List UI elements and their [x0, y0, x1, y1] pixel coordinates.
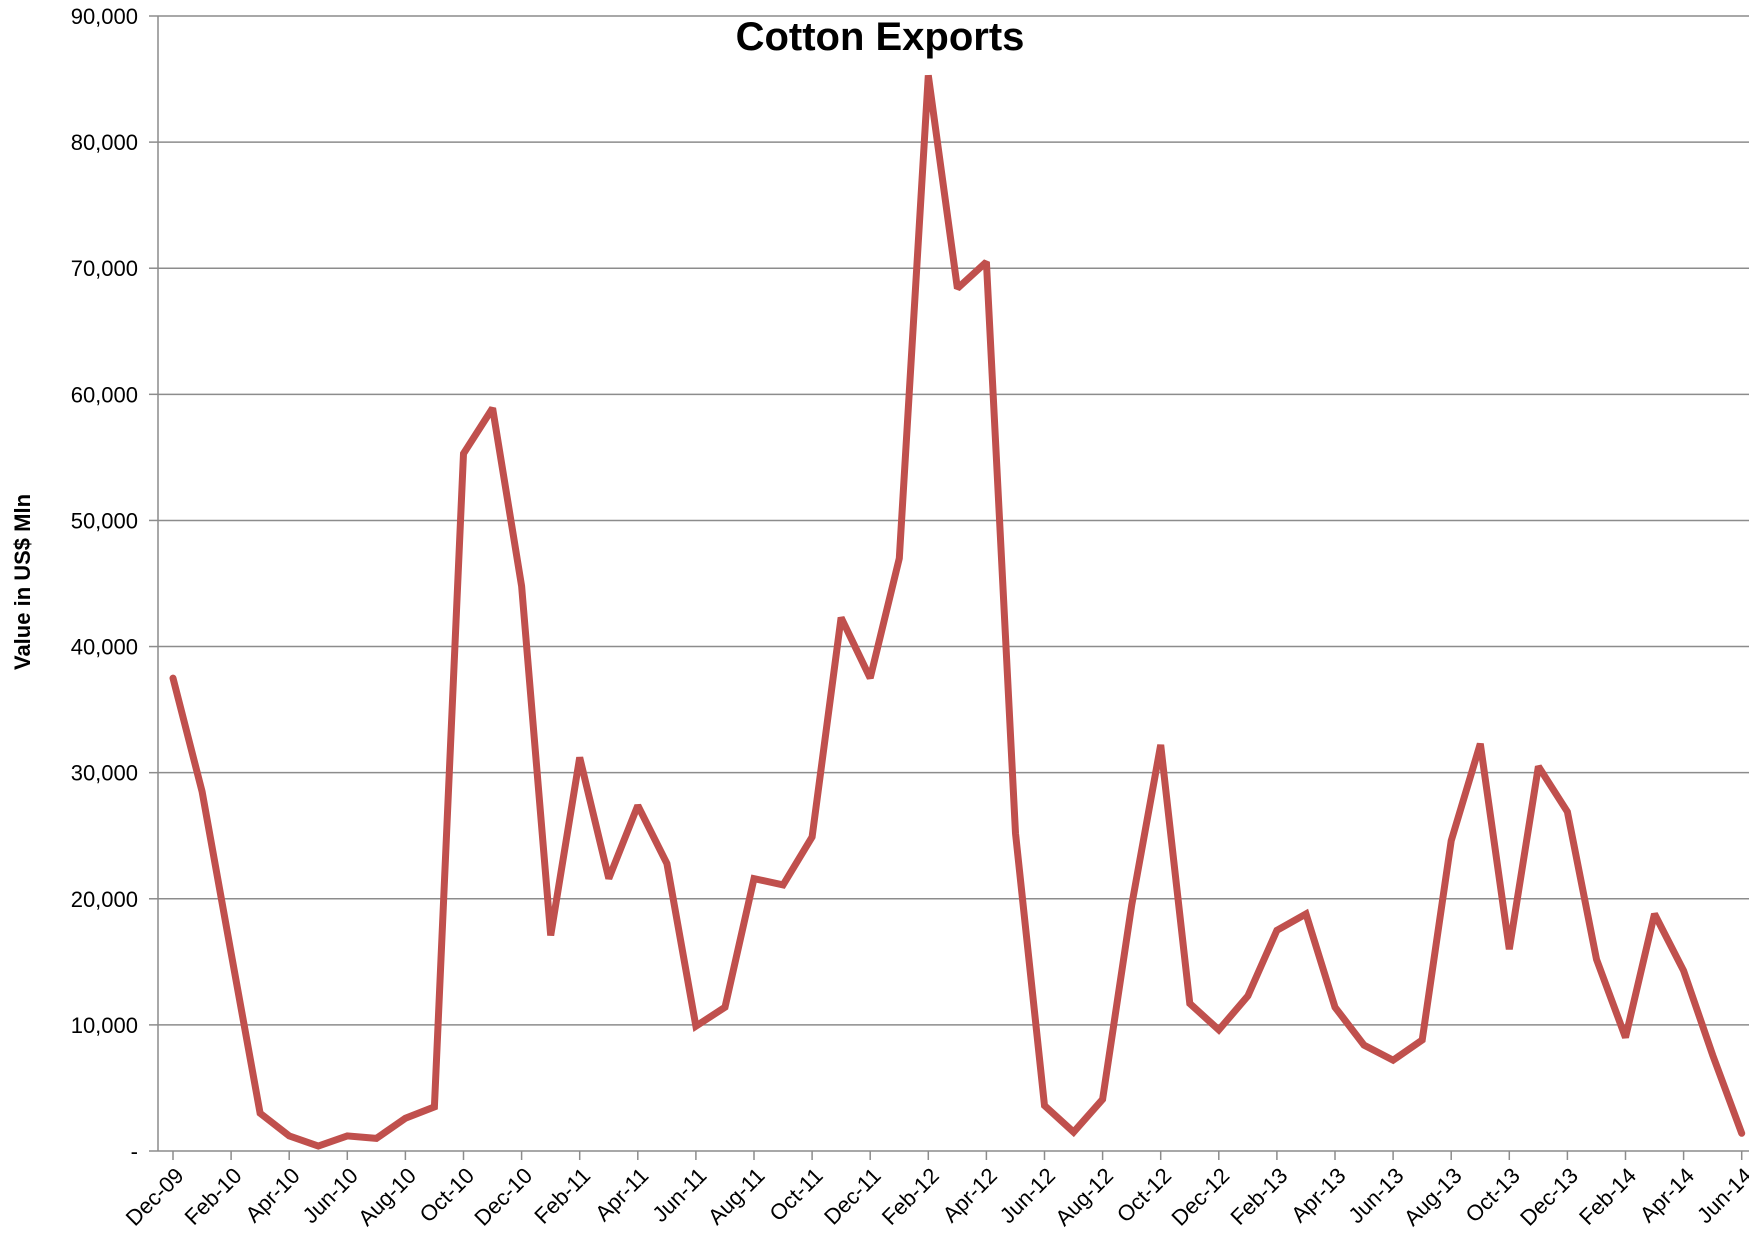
x-tick-label: Dec-13	[1515, 1163, 1583, 1231]
x-tick-label: Apr-13	[1286, 1163, 1350, 1227]
x-tick-label: Apr-14	[1635, 1163, 1699, 1227]
y-tick-label: -	[131, 1139, 138, 1164]
x-tick-label: Oct-11	[764, 1163, 827, 1226]
y-tick-label: 10,000	[71, 1013, 138, 1038]
x-tick-label: Apr-10	[240, 1163, 304, 1227]
x-tick-label: Dec-09	[121, 1163, 189, 1231]
x-tick-label: Feb-12	[877, 1163, 944, 1230]
x-tick-label: Jun-10	[298, 1163, 363, 1228]
x-tick-label: Dec-11	[819, 1163, 886, 1230]
y-tick-label: 20,000	[71, 887, 138, 912]
y-tick-label: 40,000	[71, 635, 138, 660]
x-tick-label: Apr-11	[590, 1163, 653, 1226]
x-tick-label: Jun-14	[1692, 1163, 1749, 1228]
chart-title: Cotton Exports	[736, 15, 1025, 59]
tick-labels: - 10,000 20,000 30,000 40,000 50,000 60,000 70,…	[71, 4, 1749, 1231]
x-tick-label: Feb-14	[1574, 1163, 1641, 1230]
x-tick-label: Aug-10	[353, 1163, 421, 1231]
y-axis-label: Value in US$ Mln	[10, 494, 35, 670]
x-tick-label: Apr-12	[938, 1163, 1002, 1227]
x-tick-label: Dec-10	[469, 1163, 537, 1231]
y-tick-label: 90,000	[71, 4, 138, 29]
x-tick-label: Jun-12	[995, 1163, 1060, 1228]
y-tick-label: 80,000	[71, 130, 138, 155]
x-tick-label: Jun-13	[1343, 1163, 1408, 1228]
series-line	[169, 74, 1746, 1150]
x-tick-label: Jun-11	[647, 1163, 711, 1227]
gridlines	[158, 15, 1749, 1026]
x-tick-label: Aug-13	[1399, 1163, 1467, 1231]
x-tick-label: Oct-13	[1460, 1163, 1524, 1227]
x-tick-label: Feb-13	[1225, 1163, 1292, 1230]
axes	[149, 15, 1749, 1160]
x-tick-label: Aug-12	[1050, 1163, 1118, 1231]
y-tick-label: 60,000	[71, 382, 138, 407]
y-tick-label: 30,000	[71, 761, 138, 786]
x-tick-label: Feb-11	[529, 1163, 595, 1229]
x-tick-label: Oct-10	[415, 1163, 479, 1227]
x-tick-label: Feb-10	[180, 1163, 247, 1230]
x-tick-label: Oct-12	[1112, 1163, 1176, 1227]
x-tick-label: Dec-12	[1167, 1163, 1235, 1231]
y-tick-label: 70,000	[71, 256, 138, 281]
x-tick-label: Aug-11	[703, 1163, 770, 1230]
y-tick-label: 50,000	[71, 508, 138, 533]
series-line-layer	[169, 74, 1746, 1150]
